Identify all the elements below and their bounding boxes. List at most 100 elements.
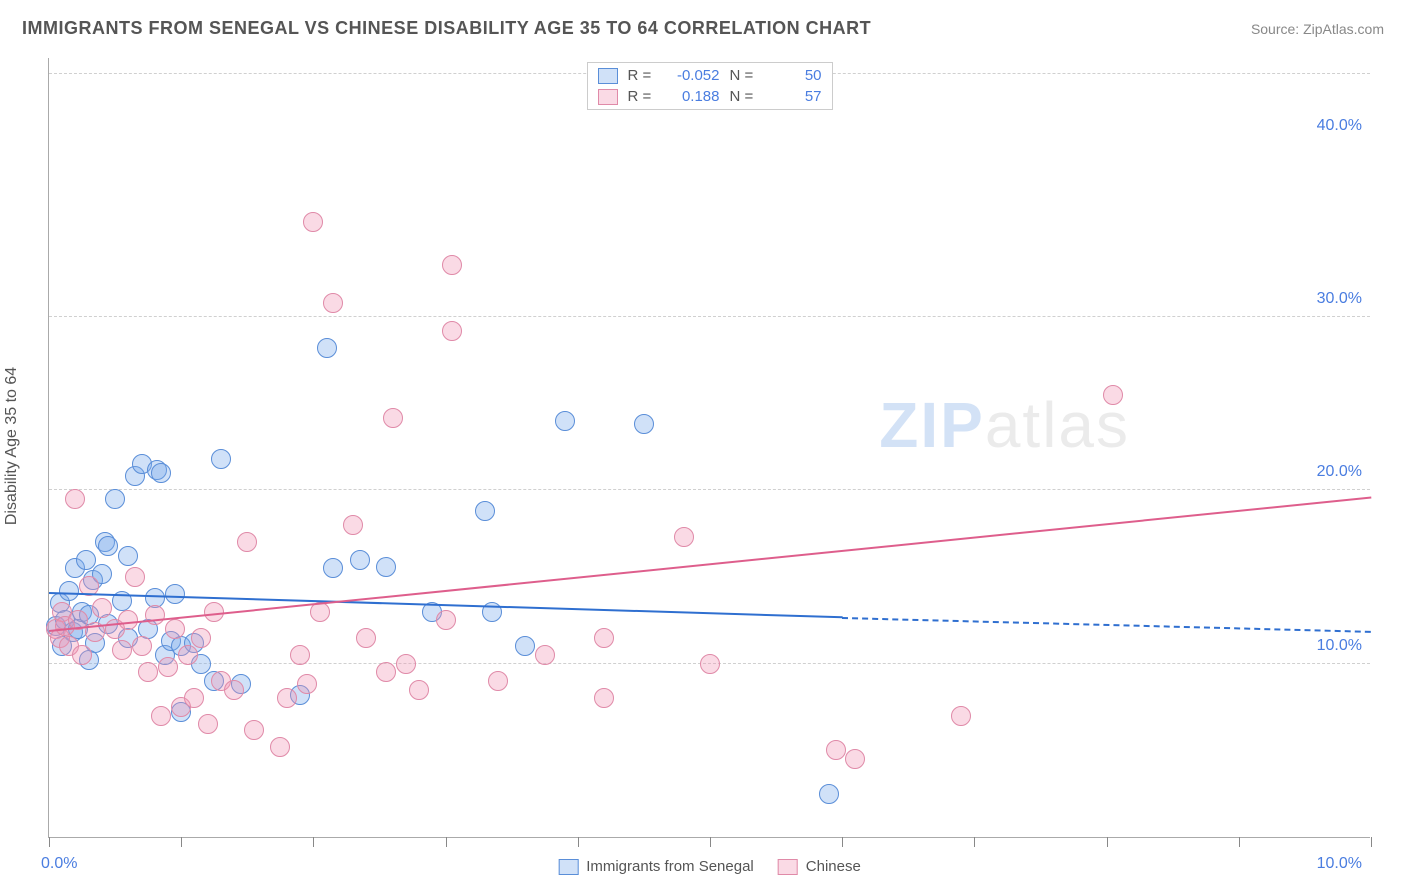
series-legend-item: Chinese — [778, 858, 861, 875]
header-bar: IMMIGRANTS FROM SENEGAL VS CHINESE DISAB… — [22, 18, 1384, 39]
scatter-point-senegal — [350, 550, 370, 570]
scatter-point-chinese — [442, 321, 462, 341]
scatter-point-chinese — [594, 628, 614, 648]
stats-legend-row: R =0.188N =57 — [598, 86, 822, 107]
x-tick — [842, 837, 843, 847]
x-tick — [710, 837, 711, 847]
scatter-point-chinese — [409, 680, 429, 700]
y-tick-label: 10.0% — [1317, 637, 1362, 655]
legend-swatch — [778, 859, 798, 875]
scatter-point-chinese — [303, 212, 323, 232]
stats-legend: R =-0.052N =50R =0.188N =57 — [587, 62, 833, 110]
scatter-point-senegal — [151, 463, 171, 483]
scatter-point-chinese — [270, 737, 290, 757]
x-tick — [181, 837, 182, 847]
y-axis-title: Disability Age 35 to 64 — [3, 367, 21, 525]
scatter-point-senegal — [515, 636, 535, 656]
scatter-point-senegal — [555, 411, 575, 431]
x-axis-label-left: 0.0% — [41, 855, 77, 873]
scatter-point-chinese — [343, 515, 363, 535]
scatter-point-chinese — [191, 628, 211, 648]
scatter-point-chinese — [125, 567, 145, 587]
x-tick — [974, 837, 975, 847]
scatter-point-chinese — [383, 408, 403, 428]
chart-title: IMMIGRANTS FROM SENEGAL VS CHINESE DISAB… — [22, 18, 871, 39]
scatter-point-chinese — [594, 688, 614, 708]
legend-swatch — [598, 89, 618, 105]
legend-label: Immigrants from Senegal — [586, 858, 754, 875]
x-tick — [1371, 837, 1372, 847]
scatter-point-senegal — [376, 557, 396, 577]
scatter-point-senegal — [475, 501, 495, 521]
stat-r-value: -0.052 — [666, 67, 720, 84]
scatter-point-chinese — [436, 610, 456, 630]
scatter-point-senegal — [105, 489, 125, 509]
stat-n-value: 50 — [768, 67, 822, 84]
scatter-point-chinese — [178, 645, 198, 665]
legend-label: Chinese — [806, 858, 861, 875]
scatter-point-chinese — [290, 645, 310, 665]
scatter-point-chinese — [356, 628, 376, 648]
scatter-point-senegal — [819, 784, 839, 804]
scatter-point-chinese — [151, 706, 171, 726]
scatter-point-chinese — [376, 662, 396, 682]
scatter-point-chinese — [92, 598, 112, 618]
legend-swatch — [558, 859, 578, 875]
scatter-point-senegal — [165, 584, 185, 604]
scatter-point-senegal — [211, 449, 231, 469]
scatter-point-chinese — [184, 688, 204, 708]
series-legend: Immigrants from Senegal Chinese — [558, 858, 861, 875]
x-tick — [578, 837, 579, 847]
watermark-zip: ZIP — [879, 389, 985, 461]
scatter-point-chinese — [165, 619, 185, 639]
scatter-point-chinese — [297, 674, 317, 694]
stats-legend-row: R =-0.052N =50 — [598, 65, 822, 86]
scatter-point-chinese — [138, 662, 158, 682]
scatter-point-chinese — [237, 532, 257, 552]
gridline-h — [49, 489, 1370, 490]
stat-r-label: R = — [628, 67, 656, 84]
watermark: ZIPatlas — [879, 388, 1130, 462]
x-tick — [313, 837, 314, 847]
scatter-point-senegal — [317, 338, 337, 358]
scatter-point-chinese — [244, 720, 264, 740]
scatter-point-chinese — [674, 527, 694, 547]
x-tick — [49, 837, 50, 847]
scatter-point-chinese — [488, 671, 508, 691]
scatter-point-chinese — [826, 740, 846, 760]
stat-r-value: 0.188 — [666, 88, 720, 105]
stat-n-value: 57 — [768, 88, 822, 105]
scatter-point-chinese — [442, 255, 462, 275]
scatter-point-chinese — [158, 657, 178, 677]
scatter-point-chinese — [224, 680, 244, 700]
y-tick-label: 20.0% — [1317, 463, 1362, 481]
x-axis-label-right: 10.0% — [1317, 855, 1362, 873]
scatter-point-chinese — [72, 645, 92, 665]
gridline-h — [49, 316, 1370, 317]
scatter-point-chinese — [198, 714, 218, 734]
scatter-point-senegal — [59, 581, 79, 601]
scatter-point-senegal — [323, 558, 343, 578]
scatter-point-chinese — [112, 640, 132, 660]
scatter-point-chinese — [535, 645, 555, 665]
stat-r-label: R = — [628, 88, 656, 105]
scatter-point-chinese — [132, 636, 152, 656]
scatter-point-senegal — [118, 546, 138, 566]
scatter-point-senegal — [634, 414, 654, 434]
legend-swatch — [598, 68, 618, 84]
scatter-point-chinese — [145, 605, 165, 625]
x-tick — [1239, 837, 1240, 847]
y-tick-label: 30.0% — [1317, 290, 1362, 308]
plot-area: ZIPatlas 0.0% 10.0% 10.0%20.0%30.0%40.0%… — [48, 58, 1370, 838]
scatter-point-senegal — [98, 536, 118, 556]
series-legend-item: Immigrants from Senegal — [558, 858, 754, 875]
scatter-point-chinese — [323, 293, 343, 313]
scatter-point-chinese — [277, 688, 297, 708]
scatter-point-chinese — [65, 489, 85, 509]
scatter-point-chinese — [951, 706, 971, 726]
trend-line-ext-senegal — [842, 617, 1371, 633]
x-tick — [446, 837, 447, 847]
scatter-point-chinese — [845, 749, 865, 769]
scatter-point-chinese — [700, 654, 720, 674]
source-label: Source: ZipAtlas.com — [1251, 21, 1384, 37]
